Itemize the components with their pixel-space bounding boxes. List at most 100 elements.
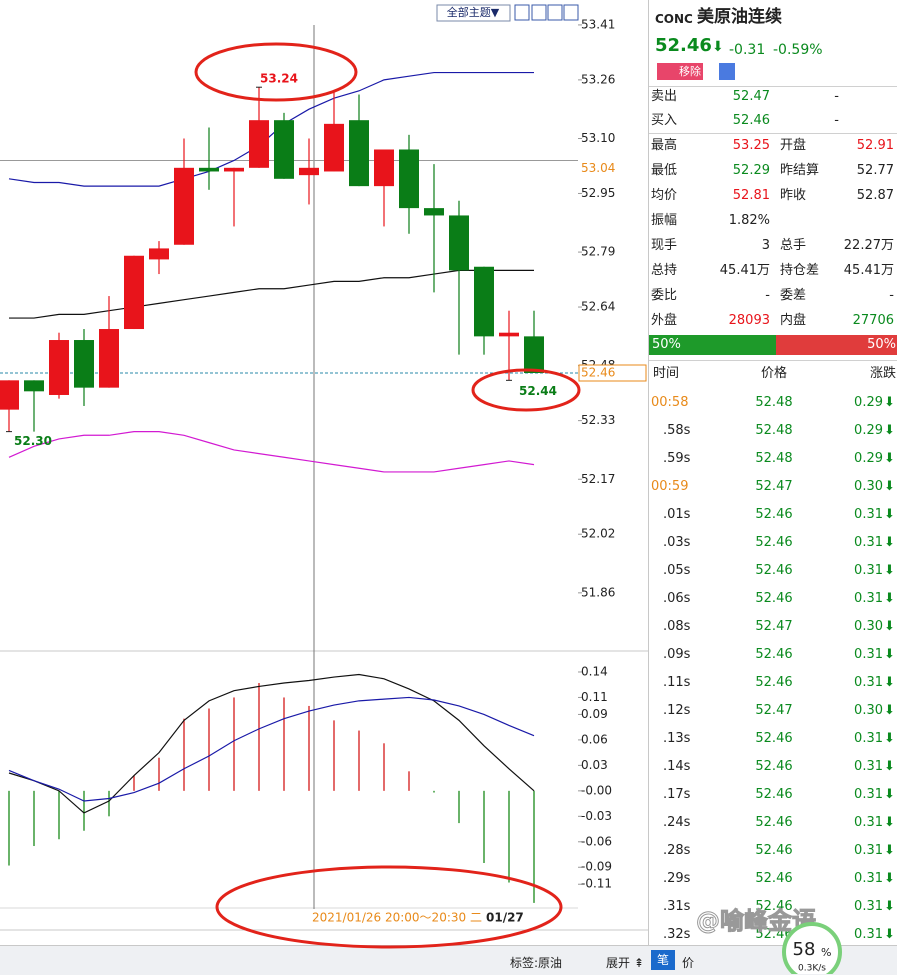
stat-label: 最低 — [651, 163, 678, 178]
change-pct: -0.59% — [773, 42, 823, 58]
indicator-line — [9, 269, 534, 319]
candle-body — [99, 329, 119, 388]
sell-ratio: 50% — [776, 335, 897, 355]
stat-value: 45.41万 — [719, 263, 770, 278]
tick-time: .32s — [663, 927, 691, 942]
order-volume: - — [834, 113, 839, 128]
tick-arrow: ⬇ — [884, 759, 895, 774]
tick-time: .09s — [663, 647, 691, 662]
y-tick-label: 53.10 — [581, 131, 615, 145]
stat-label: 振幅 — [651, 213, 678, 228]
y-tick-label: -0.03 — [581, 809, 612, 823]
cursor-time: 2021/01/26 20:00～20:30 二 — [312, 911, 482, 925]
stat-value: 52.29 — [732, 163, 770, 178]
tool-icon[interactable] — [531, 4, 547, 21]
price-annotation: 52.44 — [519, 384, 557, 398]
tick-arrow: ⬇ — [884, 815, 895, 830]
theme-button-text[interactable]: 全部主题▼ — [447, 5, 500, 19]
tick-price: 52.46 — [755, 759, 793, 774]
tick-time: .03s — [663, 535, 691, 550]
remove-button[interactable]: 移除 — [657, 63, 703, 80]
y-tick-label: 53.41 — [581, 17, 615, 31]
arrow: ⬇ — [712, 39, 724, 55]
tab-price[interactable]: 价 — [682, 956, 695, 970]
tick-price: 52.46 — [755, 675, 793, 690]
tick-price: 52.47 — [755, 703, 793, 718]
order-volume: - — [834, 89, 839, 104]
y-tick-label: 0.14 — [581, 664, 608, 678]
tick-price: 52.46 — [755, 787, 793, 802]
candle-body — [124, 255, 144, 330]
tick-change: 0.31 — [854, 899, 883, 914]
tick-price: 52.46 — [755, 563, 793, 578]
y-tick-label: -0.09 — [581, 860, 612, 874]
y-tick-label: 52.64 — [581, 300, 615, 314]
candle-body — [0, 380, 19, 410]
stat-value: - — [889, 288, 894, 303]
tick-time: .05s — [663, 563, 691, 578]
candle-body — [499, 332, 519, 337]
order-label: 买入 — [651, 113, 678, 128]
tick-time: .06s — [663, 591, 691, 606]
candle-body — [199, 167, 219, 172]
stat-label: 委比 — [651, 288, 678, 303]
tick-change: 0.31 — [854, 591, 883, 606]
tick-change: 0.29 — [854, 451, 883, 466]
bell-button[interactable] — [719, 63, 735, 80]
y-tick-label: 52.33 — [581, 413, 615, 427]
candle-body — [424, 208, 444, 216]
stat-label: 持仓差 — [780, 263, 820, 278]
stat-value: 53.25 — [732, 138, 770, 153]
tick-time: .13s — [663, 731, 691, 746]
tick-time: 00:59 — [651, 479, 689, 494]
stat-value: 27706 — [852, 313, 894, 328]
tick-change: 0.31 — [854, 787, 883, 802]
tick-time: .28s — [663, 843, 691, 858]
tool-icon[interactable] — [563, 4, 579, 21]
tick-change: 0.31 — [854, 871, 883, 886]
tick-change: 0.31 — [854, 507, 883, 522]
tick-change: 0.31 — [854, 759, 883, 774]
stat-label: 委差 — [780, 288, 807, 303]
stat-value: 45.41万 — [843, 263, 894, 278]
y-tick-label: 52.79 — [581, 245, 615, 259]
macd-line — [8, 673, 535, 814]
tick-arrow: ⬇ — [884, 619, 895, 634]
tick-change: 0.31 — [854, 731, 883, 746]
stat-value: - — [765, 288, 770, 303]
tick-time: .31s — [663, 899, 691, 914]
status-bar: 标签:原油 展开 ⇞ 笔 价 — [0, 945, 897, 975]
tick-price: 52.48 — [755, 451, 793, 466]
tick-time: .11s — [663, 675, 691, 690]
tool-icon[interactable] — [547, 4, 563, 21]
candle-body — [474, 266, 494, 337]
tick-arrow: ⬇ — [884, 535, 895, 550]
tick-arrow: ⬇ — [884, 647, 895, 662]
order-price: 52.46 — [732, 113, 770, 128]
code: CONC — [655, 12, 693, 26]
date-label: 01/27 — [486, 911, 524, 925]
y-tick-label: 52.02 — [581, 527, 615, 541]
tick-arrow: ⬇ — [884, 871, 895, 886]
change: -0.31 — [729, 42, 766, 58]
tick-price: 52.46 — [755, 731, 793, 746]
tick-arrow: ⬇ — [884, 591, 895, 606]
theme-button[interactable] — [436, 4, 511, 22]
chart-area: 全部主题▼ 2021/01/26 20:00～20:30 二 01/27 53.… — [0, 4, 648, 931]
tick-price: 52.46 — [755, 647, 793, 662]
column-header: 时间 — [653, 366, 680, 381]
tool-icon[interactable] — [514, 4, 530, 21]
y-tick-label: -0.00 — [581, 783, 612, 797]
y-tick-label: 51.86 — [581, 585, 615, 599]
y-tick-label: 0.11 — [581, 690, 608, 704]
expand-button[interactable]: 展开 ⇞ — [606, 956, 644, 970]
order-label: 卖出 — [651, 89, 678, 104]
tick-arrow: ⬇ — [884, 703, 895, 718]
y-tick-label: 52.17 — [581, 472, 615, 486]
tab-trades[interactable]: 笔 — [651, 950, 675, 970]
column-header: 涨跌 — [869, 366, 896, 381]
y-tick-label: 53.26 — [581, 72, 615, 86]
stat-label: 现手 — [651, 238, 678, 253]
y-tick-label: 52.95 — [581, 186, 615, 200]
candle-body — [149, 248, 169, 260]
